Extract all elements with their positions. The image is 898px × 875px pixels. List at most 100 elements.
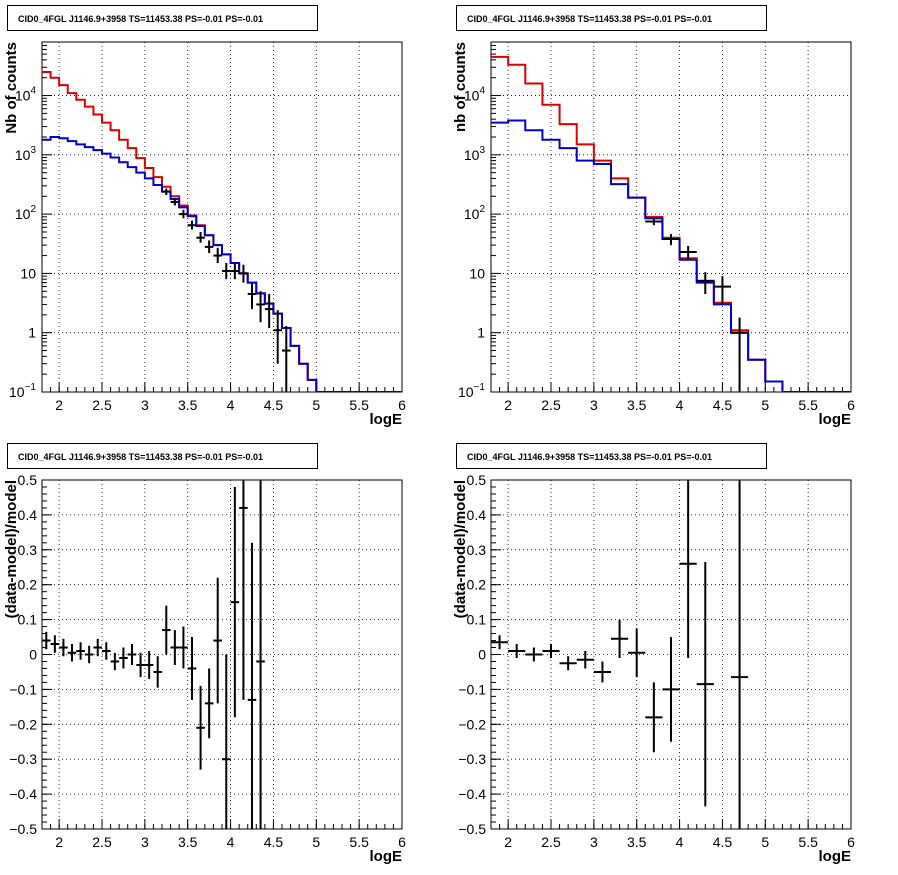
- x-tick-label: 3: [590, 397, 598, 413]
- x-tick-label: 2: [55, 834, 63, 850]
- y-tick-exponent: 4: [30, 86, 36, 97]
- x-tick-label: 6: [847, 397, 855, 413]
- y-tick-exponent: −1: [474, 382, 486, 393]
- y-tick-exponent: 3: [30, 145, 36, 156]
- x-tick-label: 4.5: [264, 397, 284, 413]
- y-axis-label: (data-model)/model: [452, 480, 469, 618]
- y-tick-label: 0.1: [18, 612, 38, 628]
- y-tick-base: 10: [469, 265, 485, 281]
- y-tick-label: −0.5: [9, 821, 37, 837]
- y-tick-label: 1: [477, 325, 485, 341]
- y-tick-exponent: −1: [25, 382, 37, 393]
- x-tick-label: 6: [398, 834, 406, 850]
- x-tick-label: 4.5: [264, 834, 284, 850]
- y-tick-base: 10: [15, 206, 31, 222]
- x-tick-label: 5.5: [798, 834, 818, 850]
- y-tick-label: 0.3: [467, 542, 487, 558]
- counts-panel-right: 2 2.5 3 3.5 4 4.5 5 5.5 6logE10−1110102103104nb …: [452, 41, 855, 428]
- panel-title-3: CID0_4FGL J1146.9+3958 TS=11453.38 PS=-0…: [456, 443, 767, 469]
- x-tick-label: 2.5: [541, 834, 561, 850]
- x-tick-label: 2: [504, 397, 512, 413]
- x-tick-label: 3.5: [178, 397, 198, 413]
- y-tick-label: 0: [478, 647, 486, 663]
- y-tick-label: 103: [15, 145, 37, 163]
- y-tick-label: 104: [15, 86, 37, 104]
- y-tick-label: 10−1: [9, 382, 36, 400]
- y-tick-exponent: 4: [479, 86, 485, 97]
- y-tick-label: 0: [29, 647, 37, 663]
- x-tick-label: 6: [398, 397, 406, 413]
- y-tick-base: 10: [15, 147, 31, 163]
- x-tick-label: 2.5: [92, 834, 112, 850]
- y-tick-label: −0.2: [9, 716, 37, 732]
- x-tick-label: 3: [590, 834, 598, 850]
- y-tick-label: −0.1: [9, 681, 37, 697]
- y-tick-label: 0.5: [467, 472, 487, 488]
- panel-title-2: CID0_4FGL J1146.9+3958 TS=11453.38 PS=-0…: [7, 443, 318, 469]
- y-tick-base: 1: [28, 325, 36, 341]
- y-tick-base: 10: [464, 88, 480, 104]
- panel-title-1: CID0_4FGL J1146.9+3958 TS=11453.38 PS=-0…: [456, 5, 767, 31]
- counts-panel-left: 2 2.5 3 3.5 4 4.5 5 5.5 6logE10−1110102103104Nb …: [3, 41, 406, 428]
- x-tick-label: 4: [227, 834, 235, 850]
- plot-frame: [490, 41, 852, 393]
- x-tick-label: 6: [847, 834, 855, 850]
- y-tick-base: 10: [464, 206, 480, 222]
- y-tick-label: 0.2: [467, 577, 487, 593]
- x-tick-label: 2: [504, 834, 512, 850]
- x-tick-label: 4: [227, 397, 235, 413]
- y-tick-label: −0.5: [458, 821, 486, 837]
- y-tick-label: 0.4: [18, 507, 38, 523]
- x-tick-label: 4.5: [713, 397, 733, 413]
- y-tick-base: 10: [458, 384, 474, 400]
- plot-area: [42, 480, 265, 829]
- x-axis-label: logE: [370, 411, 403, 428]
- x-tick-label: 5.5: [798, 397, 818, 413]
- y-tick-base: 10: [464, 147, 480, 163]
- x-tick-label: 2: [55, 397, 63, 413]
- y-tick-label: 0.2: [18, 577, 38, 593]
- model-histogram-blue: [491, 119, 851, 392]
- y-axis-label: Nb of counts: [3, 42, 20, 134]
- y-tick-label: 104: [464, 86, 486, 104]
- x-axis-label: logE: [370, 848, 403, 865]
- x-tick-label: 5: [312, 834, 320, 850]
- x-tick-label: 4.5: [713, 834, 733, 850]
- y-tick-label: 103: [464, 145, 486, 163]
- plot-frame: [41, 41, 403, 393]
- y-tick-base: 10: [20, 265, 36, 281]
- panel-title-0: CID0_4FGL J1146.9+3958 TS=11453.38 PS=-0…: [7, 5, 318, 31]
- x-tick-label: 3: [141, 834, 149, 850]
- x-axis-label: logE: [819, 411, 852, 428]
- plot-area: [491, 55, 851, 392]
- x-tick-label: 5.5: [349, 397, 369, 413]
- x-tick-label: 5: [761, 397, 769, 413]
- x-tick-label: 3: [141, 397, 149, 413]
- x-tick-label: 4: [676, 834, 684, 850]
- y-tick-base: 1: [477, 325, 485, 341]
- y-tick-label: −0.4: [458, 786, 486, 802]
- y-tick-label: 0.4: [467, 507, 487, 523]
- x-tick-label: 3.5: [627, 397, 647, 413]
- y-tick-exponent: 2: [30, 204, 36, 215]
- y-tick-label: −0.3: [458, 751, 486, 767]
- y-tick-base: 10: [9, 384, 25, 400]
- y-tick-label: −0.1: [458, 681, 486, 697]
- x-tick-label: 5: [312, 397, 320, 413]
- x-tick-label: 3.5: [627, 834, 647, 850]
- y-tick-label: −0.4: [9, 786, 37, 802]
- y-tick-label: −0.2: [458, 716, 486, 732]
- y-tick-base: 10: [15, 88, 31, 104]
- x-axis-label: logE: [819, 848, 852, 865]
- y-tick-label: 0.5: [18, 472, 38, 488]
- plot-area: [42, 70, 402, 392]
- x-tick-label: 3.5: [178, 834, 198, 850]
- y-tick-label: −0.3: [9, 751, 37, 767]
- model-histogram-blue: [42, 135, 402, 392]
- y-axis-label: nb of counts: [452, 42, 469, 132]
- x-tick-label: 2.5: [92, 397, 112, 413]
- y-tick-label: 1: [28, 325, 36, 341]
- y-tick-label: 10−1: [458, 382, 485, 400]
